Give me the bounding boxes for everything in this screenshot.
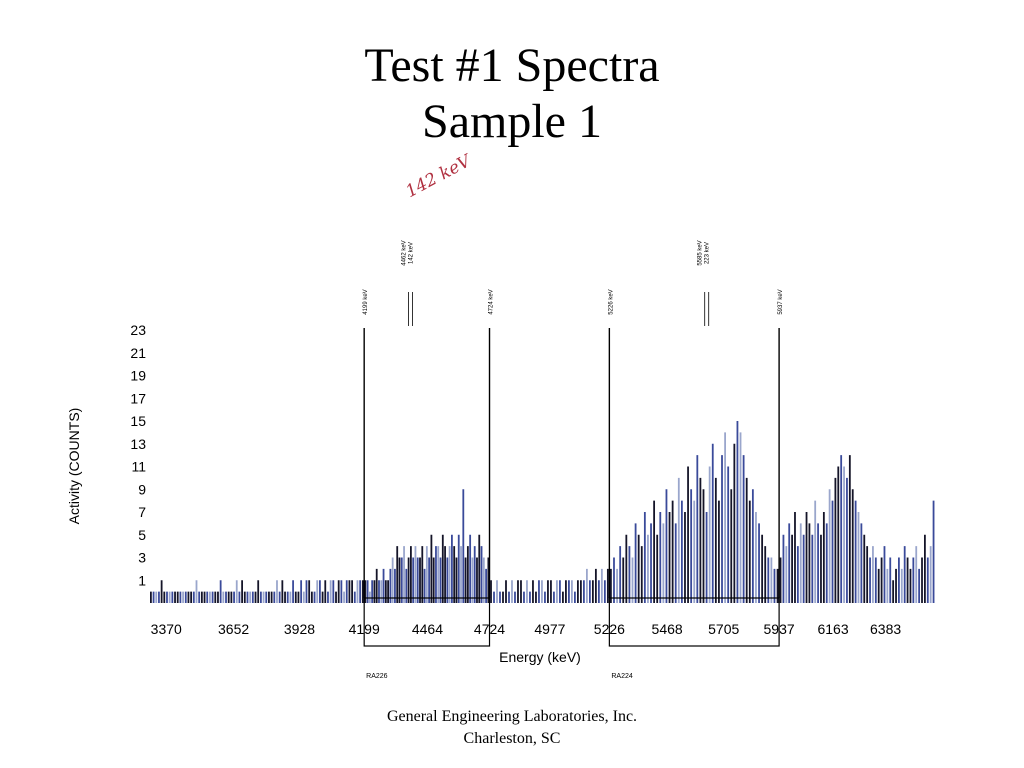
marker-label: 5226 keV [608, 289, 614, 314]
slide-title: Test #1 Spectra Sample 1 [0, 38, 1024, 150]
y-tick-label: 15 [130, 413, 146, 429]
y-tick-label: 17 [130, 390, 146, 406]
roi-label: RA224 [611, 673, 633, 680]
x-tick-label: 6163 [817, 621, 848, 637]
roi-box [608, 597, 780, 647]
y-tick-label: 23 [130, 322, 146, 338]
marker-label: 5937 keV [778, 289, 784, 314]
x-axis-title: Energy (keV) [499, 649, 581, 665]
y-tick-label: 7 [138, 504, 146, 520]
x-tick-label: 4977 [534, 621, 565, 637]
marker-label: 4199 keV [363, 289, 369, 314]
y-tick-label: 19 [130, 368, 146, 384]
y-tick-label: 1 [138, 572, 146, 588]
peak-label: 5585 keV [698, 240, 704, 265]
x-tick-label: 3928 [284, 621, 315, 637]
title-line-1: Test #1 Spectra [364, 39, 660, 92]
marker-label: 4724 keV [489, 289, 495, 314]
y-tick-label: 13 [130, 436, 146, 452]
y-tick-label: 21 [130, 345, 146, 361]
peak-label: 223 keV [705, 242, 711, 264]
peak-label: 4462 keV [401, 240, 407, 265]
y-tick-label: 11 [131, 459, 146, 475]
footer-line-2: Charleston, SC [463, 730, 561, 747]
peak-label: 142 keV [408, 242, 414, 264]
y-tick-label: 9 [138, 481, 146, 497]
y-tick-label: 5 [138, 527, 146, 543]
title-line-2: Sample 1 [422, 95, 602, 148]
x-tick-label: 4464 [412, 621, 443, 637]
x-tick-label: 5468 [652, 621, 683, 637]
y-tick-label: 3 [138, 550, 146, 566]
x-tick-label: 6383 [870, 621, 901, 637]
x-tick-label: 3652 [218, 621, 249, 637]
x-tick-label: 3370 [151, 621, 182, 637]
roi-box [363, 597, 491, 647]
y-axis-title: Activity (COUNTS) [66, 408, 82, 525]
roi-label: RA226 [366, 673, 388, 680]
footer-line-1: General Engineering Laboratories, Inc. [386, 708, 638, 725]
footer: General Engineering Laboratories, Inc. C… [0, 706, 1024, 750]
x-tick-label: 5705 [708, 621, 739, 637]
